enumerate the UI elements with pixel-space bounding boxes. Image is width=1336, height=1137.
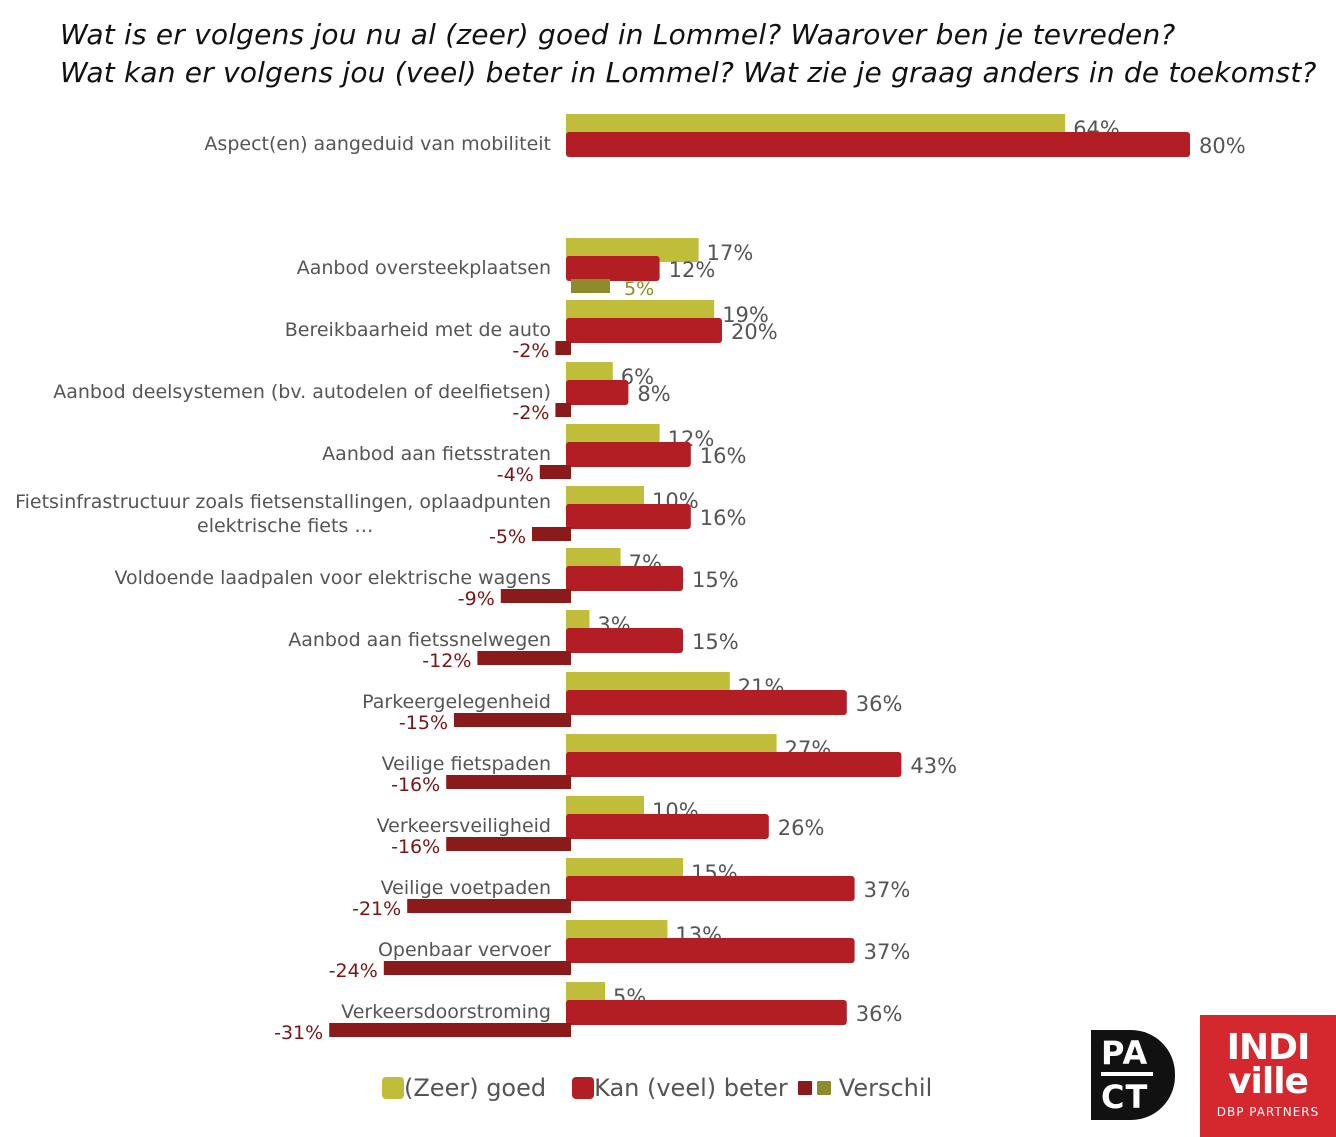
category-label: Voldoende laadpalen voor elektrische wag… bbox=[114, 567, 551, 589]
pact-logo-line2: CT bbox=[1101, 1078, 1149, 1116]
legend-swatch-verschil-neg bbox=[797, 1081, 812, 1095]
legend-label-verschil: Verschil bbox=[838, 1074, 933, 1102]
value-label-beter: 20% bbox=[731, 320, 778, 344]
chart-legend: (Zeer) goed Kan (veel) beter Verschil bbox=[382, 1072, 932, 1104]
category-label-line1: Fietsinfrastructuur zoals fietsenstallin… bbox=[15, 491, 551, 513]
bar-beter bbox=[566, 318, 722, 343]
pact-logo-divider bbox=[1101, 1072, 1153, 1076]
bar-verschil bbox=[500, 589, 571, 603]
bar-verschil bbox=[383, 961, 571, 975]
bar-beter bbox=[566, 504, 691, 529]
value-label-verschil: -5% bbox=[489, 526, 526, 548]
legend-label-beter: Kan (veel) beter bbox=[594, 1074, 788, 1102]
legend-item-verschil: Verschil bbox=[797, 1074, 933, 1102]
bar-beter bbox=[566, 442, 691, 467]
indiville-logo-line1: INDI bbox=[1226, 1027, 1311, 1068]
value-label-beter: 36% bbox=[856, 692, 903, 716]
value-label-verschil: -9% bbox=[458, 588, 495, 610]
bar-verschil bbox=[446, 775, 571, 789]
value-label-beter: 12% bbox=[669, 258, 716, 282]
category-label: Aanbod deelsystemen (bv. autodelen of de… bbox=[53, 381, 551, 403]
bar-beter bbox=[566, 752, 902, 777]
chart-title-line2: Wat kan er volgens jou (veel) beter in L… bbox=[60, 56, 1317, 89]
category-label: Parkeergelegenheid bbox=[362, 691, 551, 713]
category-label: Veilige voetpaden bbox=[381, 877, 551, 899]
value-label-beter: 80% bbox=[1199, 134, 1246, 158]
category-label-line2: elektrische fiets … bbox=[197, 515, 373, 537]
bar-beter bbox=[566, 876, 855, 901]
category-label: Aanbod oversteekplaatsen bbox=[297, 257, 551, 279]
legend-swatch-beter bbox=[572, 1077, 595, 1099]
value-label-verschil: -24% bbox=[329, 960, 378, 982]
value-label-verschil: 5% bbox=[624, 278, 654, 300]
value-label-beter: 16% bbox=[700, 506, 747, 530]
bar-beter bbox=[566, 690, 847, 715]
value-label-beter: 26% bbox=[778, 816, 825, 840]
bar-beter bbox=[566, 566, 683, 591]
value-label-beter: 43% bbox=[910, 754, 957, 778]
indiville-logo: INDI ville DBP PARTNERS bbox=[1200, 1015, 1336, 1137]
value-label-beter: 15% bbox=[692, 630, 739, 654]
bar-verschil bbox=[407, 899, 571, 913]
bar-verschil bbox=[329, 1023, 571, 1037]
value-label-goed: 19% bbox=[722, 303, 769, 327]
value-label-verschil: -2% bbox=[512, 402, 549, 424]
bar-verschil bbox=[477, 651, 571, 665]
value-label-beter: 37% bbox=[864, 940, 911, 964]
legend-swatch-verschil-pos bbox=[816, 1081, 831, 1095]
value-label-beter: 36% bbox=[856, 1002, 903, 1026]
bar-chart: 64%80%Aspect(en) aangeduid van mobilitei… bbox=[15, 114, 1246, 1044]
category-label: Aanbod aan fietssnelwegen bbox=[288, 629, 551, 651]
value-label-verschil: -21% bbox=[352, 898, 401, 920]
legend-item-beter: Kan (veel) beter bbox=[572, 1074, 788, 1102]
value-label-beter: 37% bbox=[864, 878, 911, 902]
bar-verschil bbox=[532, 527, 571, 541]
value-label-verschil: -31% bbox=[274, 1022, 323, 1044]
value-label-verschil: -12% bbox=[422, 650, 471, 672]
pact-logo: PA CT bbox=[1091, 1030, 1175, 1120]
bar-beter bbox=[566, 814, 769, 839]
chart-title-line1: Wat is er volgens jou nu al (zeer) goed … bbox=[60, 18, 1176, 51]
legend-item-goed: (Zeer) goed bbox=[382, 1074, 546, 1102]
bar-verschil bbox=[571, 279, 610, 293]
legend-swatch-goed bbox=[382, 1077, 404, 1099]
value-label-verschil: -15% bbox=[399, 712, 448, 734]
bar-verschil bbox=[555, 341, 571, 355]
bar-beter bbox=[566, 380, 629, 405]
value-label-verschil: -16% bbox=[391, 836, 440, 858]
indiville-logo-sub: DBP PARTNERS bbox=[1216, 1105, 1320, 1119]
bar-beter bbox=[566, 256, 660, 281]
value-label-beter: 16% bbox=[700, 444, 747, 468]
indiville-logo-line2: ville bbox=[1228, 1061, 1309, 1102]
value-label-goed: 17% bbox=[707, 241, 754, 265]
bar-verschil bbox=[454, 713, 571, 727]
category-label: Verkeersdoorstroming bbox=[341, 1001, 551, 1023]
bar-beter bbox=[566, 132, 1190, 157]
legend-label-goed: (Zeer) goed bbox=[404, 1074, 547, 1102]
bar-beter bbox=[566, 1000, 847, 1025]
category-label: Verkeersveiligheid bbox=[377, 815, 551, 837]
value-label-beter: 8% bbox=[637, 382, 670, 406]
category-label: Aanbod aan fietsstraten bbox=[322, 443, 551, 465]
value-label-verschil: -2% bbox=[512, 340, 549, 362]
value-label-beter: 15% bbox=[692, 568, 739, 592]
bar-beter bbox=[566, 628, 683, 653]
bar-verschil bbox=[539, 465, 571, 479]
category-label: Aspect(en) aangeduid van mobiliteit bbox=[204, 133, 551, 155]
category-label: Veilige fietspaden bbox=[382, 753, 551, 775]
bar-verschil bbox=[555, 403, 571, 417]
value-label-verschil: -16% bbox=[391, 774, 440, 796]
category-label: Openbaar vervoer bbox=[378, 939, 551, 961]
bar-beter bbox=[566, 938, 855, 963]
value-label-verschil: -4% bbox=[497, 464, 534, 486]
bar-verschil bbox=[446, 837, 571, 851]
pact-logo-line1: PA bbox=[1101, 1034, 1149, 1072]
category-label: Bereikbaarheid met de auto bbox=[285, 319, 551, 341]
